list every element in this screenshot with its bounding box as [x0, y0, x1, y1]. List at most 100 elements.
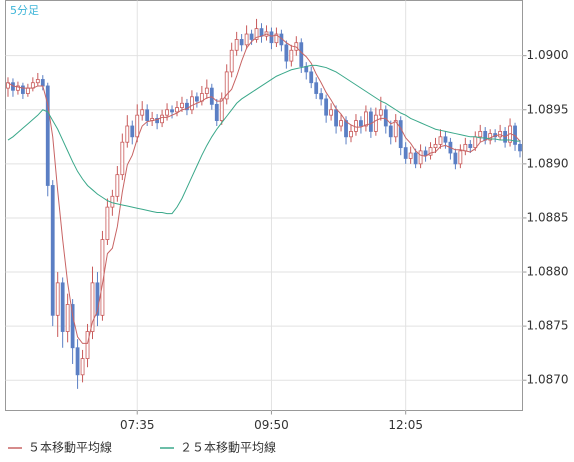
y-tick-label: 1.0890: [527, 156, 569, 170]
candle-body: [75, 347, 80, 376]
legend-label: ５本移動平均線: [28, 440, 112, 455]
candle-body: [438, 136, 443, 145]
candle-body: [190, 96, 194, 111]
x-tick-label: 09:50: [254, 418, 289, 432]
candle-body: [443, 136, 448, 143]
candle-body: [90, 282, 95, 332]
candle-body: [155, 118, 160, 124]
y-tick-label: 1.0895: [527, 102, 569, 116]
candle-body: [234, 39, 239, 51]
candle-body: [145, 109, 150, 121]
candle-body: [229, 49, 234, 73]
candle-body: [368, 111, 373, 132]
candle-body: [324, 98, 329, 116]
candle-body: [418, 150, 423, 165]
candle-body: [398, 120, 403, 149]
candle-body: [170, 109, 174, 113]
candle-body: [194, 96, 199, 102]
candle-body: [364, 111, 368, 127]
plot-frame: [5, 0, 523, 411]
candle-body: [239, 39, 244, 46]
candle-body: [85, 331, 90, 359]
chart-title: 5分足: [10, 4, 39, 17]
moving-average-line: [7, 64, 521, 215]
candle-body: [125, 125, 130, 143]
candle-body: [259, 28, 264, 37]
candle-body: [383, 109, 388, 127]
candle-body: [160, 114, 164, 124]
legend-label: ２５本移動平均線: [180, 440, 276, 455]
candle-body: [378, 109, 383, 116]
y-tick-label: 1.0870: [527, 373, 569, 387]
candle-body: [304, 66, 309, 73]
candle-body: [393, 120, 398, 138]
candle-body: [180, 102, 184, 108]
candle-body: [319, 93, 324, 100]
candle-body: [299, 42, 304, 67]
candle-body: [95, 282, 100, 316]
candle-body: [388, 125, 393, 138]
candle-body: [80, 358, 85, 376]
candle-body: [16, 85, 20, 91]
candle-body: [204, 87, 209, 94]
candle-body: [130, 125, 135, 138]
candle-body: [478, 130, 483, 138]
candle-body: [518, 143, 522, 152]
candle-body: [428, 147, 433, 156]
candle-body: [219, 98, 224, 121]
candle-body: [408, 152, 413, 159]
candle-body: [105, 206, 110, 240]
candle-body: [349, 130, 353, 138]
candle-body: [468, 143, 473, 149]
candle-body: [35, 79, 40, 84]
candle-body: [423, 150, 428, 156]
candle-body: [453, 152, 458, 165]
candle-body: [373, 114, 378, 132]
candle-body: [175, 107, 179, 113]
x-tick-label: 12:05: [388, 418, 423, 432]
candle-body: [314, 82, 319, 94]
candle-body: [20, 85, 25, 94]
candle-body: [413, 152, 418, 165]
candle-body: [115, 174, 120, 197]
candle-body: [249, 33, 254, 40]
candle-body: [254, 28, 259, 40]
candle-body: [289, 49, 294, 62]
candle-body: [463, 143, 468, 152]
moving-average-line: [7, 33, 521, 344]
candle-body: [354, 120, 358, 132]
candle-body: [45, 85, 50, 186]
candle-body: [344, 120, 348, 138]
candle-body: [269, 31, 274, 44]
candle-body: [65, 304, 70, 332]
candle-body: [185, 102, 189, 111]
candle-body: [55, 282, 60, 316]
candle-body: [309, 71, 314, 84]
candle-body: [339, 120, 343, 127]
candle-body: [433, 143, 438, 149]
candle-body: [224, 71, 229, 100]
candle-body: [6, 82, 10, 89]
candle-body: [50, 185, 55, 316]
candle-body: [120, 141, 125, 176]
candle-body: [135, 114, 140, 138]
y-tick-label: 1.0875: [527, 319, 569, 333]
candle-body: [70, 304, 75, 349]
candle-body: [498, 130, 503, 138]
candle-body: [140, 109, 145, 116]
candle-body: [403, 147, 408, 159]
candle-body: [473, 136, 478, 149]
candle-body: [274, 33, 279, 44]
candle-body: [40, 79, 45, 87]
candle-body: [483, 130, 488, 141]
candle-body: [359, 120, 363, 127]
y-tick-label: 1.0885: [527, 210, 569, 224]
candle-body: [110, 195, 115, 208]
candle-body: [60, 282, 65, 332]
candle-body: [458, 150, 463, 165]
candle-body: [244, 33, 249, 46]
candle-body: [329, 109, 334, 116]
x-tick-label: 07:35: [120, 418, 155, 432]
y-tick-label: 1.0900: [527, 48, 569, 62]
